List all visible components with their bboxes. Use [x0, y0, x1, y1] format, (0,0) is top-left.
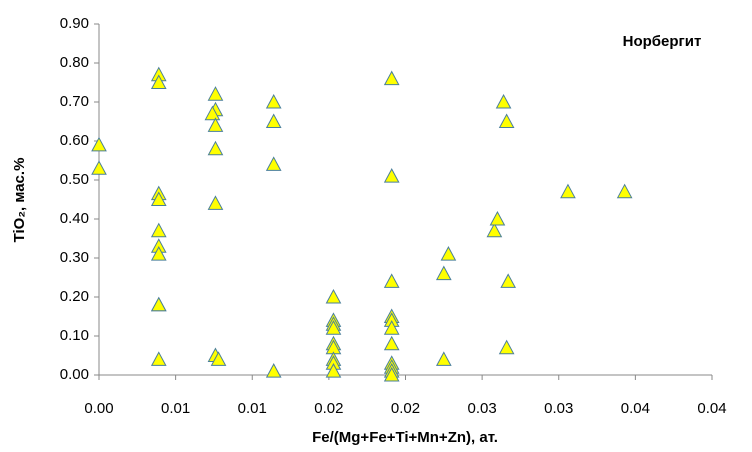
point	[560, 183, 576, 199]
chart-annotation: Норбергит	[623, 33, 702, 50]
point	[150, 246, 167, 261]
point	[383, 168, 400, 183]
y-tick-label: 0.50	[60, 171, 89, 188]
point	[265, 363, 282, 378]
point	[150, 351, 167, 366]
point	[207, 86, 224, 101]
point	[383, 320, 400, 335]
point	[383, 335, 400, 351]
point	[325, 288, 342, 304]
point	[325, 320, 342, 335]
point	[150, 191, 167, 206]
x-tick-label: 0.00	[84, 400, 113, 417]
point	[486, 222, 503, 238]
point	[150, 74, 167, 89]
y-tick-label: 0.90	[60, 15, 89, 32]
y-tick-label: 0.40	[60, 210, 89, 227]
x-tick-label: 0.04	[621, 400, 650, 417]
point	[435, 351, 452, 366]
point	[325, 363, 342, 378]
point	[265, 93, 282, 109]
x-tick-label: 0.03	[544, 400, 573, 417]
y-tick-label: 0.70	[60, 93, 89, 110]
point	[489, 210, 506, 226]
y-tick-label: 0.10	[60, 327, 89, 344]
y-tick-label: 0.30	[60, 249, 89, 266]
y-axis-label: TiO₂, мас.%	[11, 158, 28, 243]
point	[616, 183, 633, 199]
point	[207, 117, 224, 132]
point	[500, 273, 517, 288]
point	[495, 93, 512, 109]
point	[204, 105, 221, 121]
point	[498, 339, 515, 355]
x-tick-label: 0.02	[391, 400, 420, 417]
x-tick-label: 0.02	[314, 400, 343, 417]
point	[383, 70, 400, 86]
y-tick-label: 0.60	[60, 132, 89, 149]
point	[435, 265, 452, 281]
y-tick-label: 0.00	[60, 366, 89, 383]
point	[265, 156, 282, 171]
point	[210, 351, 227, 366]
x-tick-label: 0.04	[697, 400, 726, 417]
x-tick-label: 0.01	[238, 400, 267, 417]
point	[383, 273, 400, 288]
point	[91, 136, 107, 152]
point	[440, 246, 457, 261]
x-axis-label: Fe/(Mg+Fe+Ti+Mn+Zn), ат.	[312, 429, 498, 446]
point	[498, 113, 515, 128]
x-tick-label: 0.03	[468, 400, 497, 417]
y-tick-label: 0.80	[60, 54, 89, 71]
point	[207, 195, 224, 210]
point	[150, 296, 167, 312]
point	[265, 113, 282, 128]
x-tick-label: 0.01	[161, 400, 190, 417]
point	[150, 222, 167, 238]
point	[383, 366, 400, 382]
point	[207, 140, 224, 156]
point	[91, 160, 107, 175]
y-tick-label: 0.20	[60, 288, 89, 305]
